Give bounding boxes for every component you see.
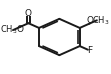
Text: O: O (16, 25, 23, 34)
Text: CH$_3$: CH$_3$ (0, 24, 18, 36)
Text: O: O (25, 9, 32, 18)
Text: F: F (87, 46, 92, 55)
Text: CH$_3$: CH$_3$ (92, 14, 110, 27)
Text: O: O (86, 16, 93, 25)
